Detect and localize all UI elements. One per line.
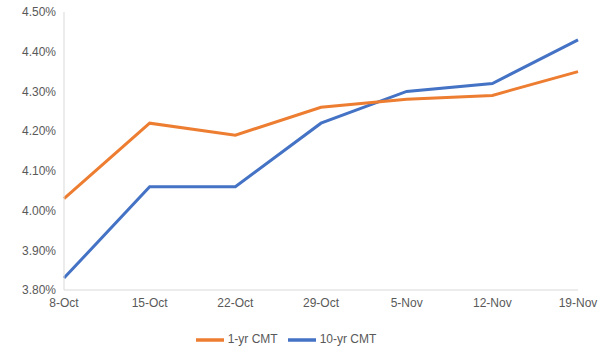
svg-text:4.40%: 4.40% [22,45,56,59]
svg-text:4.20%: 4.20% [22,124,56,138]
svg-text:4.30%: 4.30% [22,85,56,99]
svg-text:4.10%: 4.10% [22,164,56,178]
svg-text:3.90%: 3.90% [22,244,56,258]
html-text:10-yr CMT: 10-yr CMT [319,332,377,347]
svg-text:8-Oct: 8-Oct [49,296,79,310]
svg-text:22-Oct: 22-Oct [217,296,254,310]
svg-text:3.80%: 3.80% [22,283,56,297]
html-text:1-yr CMT: 1-yr CMT [227,332,278,347]
svg-text:4.50%: 4.50% [22,5,56,19]
svg-text:19-Nov: 19-Nov [559,296,592,310]
svg-text:4.00%: 4.00% [22,204,56,218]
svg-text:12-Nov: 12-Nov [473,296,512,310]
svg-text:5-Nov: 5-Nov [391,296,423,310]
svg-text:29-Oct: 29-Oct [303,296,340,310]
svg-text:15-Oct: 15-Oct [132,296,169,310]
